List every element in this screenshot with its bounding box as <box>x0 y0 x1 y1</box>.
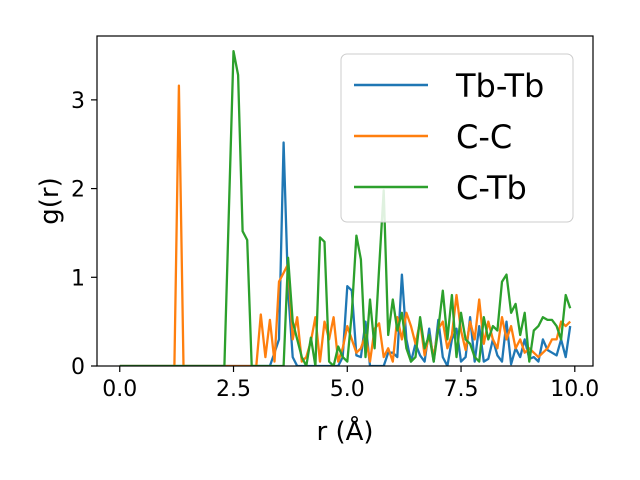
y-tick-label: 0 <box>71 355 85 380</box>
x-tick-label: 7.5 <box>444 377 479 402</box>
x-tick-label: 0.0 <box>102 377 137 402</box>
y-axis-label: g(r) <box>35 177 65 224</box>
plot-frame <box>96 35 594 367</box>
series-layer <box>119 49 572 366</box>
y-tick-label: 3 <box>71 89 85 114</box>
x-tick-label: 5.0 <box>330 377 365 402</box>
x-tick-label: 10.0 <box>550 377 599 402</box>
x-axis: 0.0 2.5 5.0 7.5 10.0 <box>102 366 599 402</box>
legend-label-1: Tb-Tb <box>455 67 544 105</box>
legend-box <box>340 53 574 223</box>
y-axis: 0 1 2 3 <box>71 89 97 380</box>
legend-label-2: C-C <box>456 118 512 156</box>
x-tick-label: 2.5 <box>216 377 251 402</box>
x-axis-label: r (Å) <box>316 415 373 447</box>
series-line-3 <box>119 49 572 366</box>
legend: Tb-Tb C-C C-Tb <box>340 53 574 223</box>
y-tick-label: 2 <box>71 178 85 203</box>
series-line-1 <box>119 141 572 366</box>
legend-label-3: C-Tb <box>456 169 527 207</box>
y-tick-label: 1 <box>71 266 85 291</box>
